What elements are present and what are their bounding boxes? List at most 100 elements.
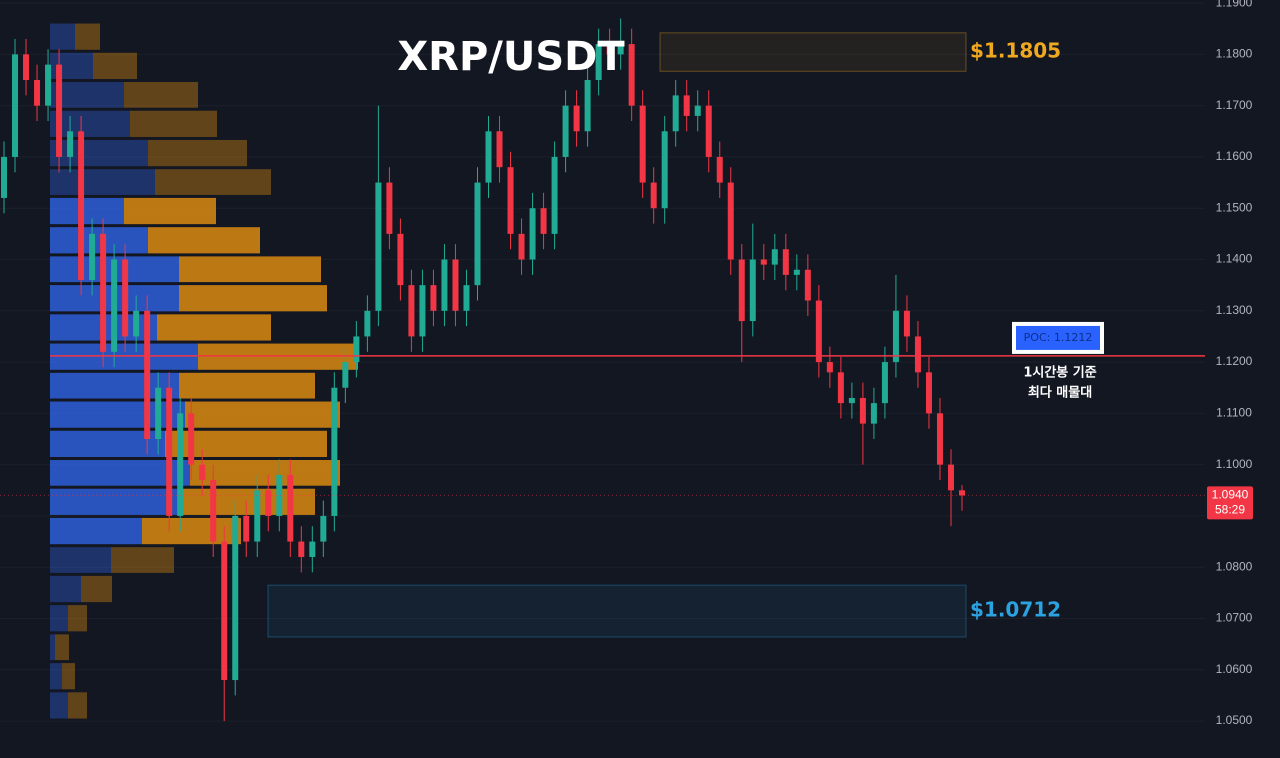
last-price-label: 1.0940 bbox=[1212, 488, 1249, 502]
profile-buy bbox=[50, 343, 198, 370]
candle-body bbox=[34, 80, 41, 106]
profile-buy bbox=[50, 139, 148, 167]
candle-body bbox=[496, 131, 503, 168]
profile-buy bbox=[50, 692, 68, 719]
candle-body bbox=[188, 413, 195, 465]
candle-body bbox=[716, 156, 723, 183]
profile-buy bbox=[50, 23, 75, 50]
candle-body bbox=[540, 208, 547, 234]
y-tick-label: 1.0600 bbox=[1216, 662, 1253, 676]
candle-body bbox=[210, 480, 217, 542]
candle-body bbox=[320, 515, 327, 542]
candle-body bbox=[45, 64, 52, 106]
candle-body bbox=[959, 490, 965, 496]
profile-buy bbox=[50, 663, 62, 690]
candle-body bbox=[67, 131, 74, 157]
profile-buy bbox=[50, 169, 155, 195]
y-tick-label: 1.1200 bbox=[1216, 354, 1253, 368]
candle-body bbox=[760, 259, 767, 265]
candle-body bbox=[56, 64, 63, 157]
candle-body bbox=[573, 105, 580, 132]
profile-sell bbox=[81, 575, 112, 603]
profile-sell bbox=[111, 547, 174, 573]
profile-buy bbox=[50, 575, 81, 603]
candle-body bbox=[617, 44, 624, 55]
poc-note: 최다 매물대 bbox=[1028, 384, 1092, 400]
candle-body bbox=[78, 131, 85, 281]
y-tick-label: 1.1000 bbox=[1216, 457, 1253, 471]
candle-body bbox=[870, 403, 877, 424]
poc-label: POC: 1.1212 bbox=[1024, 331, 1093, 344]
candle-body bbox=[166, 387, 173, 516]
y-tick-label: 1.0500 bbox=[1216, 713, 1253, 727]
candle-body bbox=[199, 464, 206, 481]
zone-label: $1.0712 bbox=[970, 598, 1061, 622]
profile-sell bbox=[148, 139, 247, 167]
poc-note: 1시간봉 기준 bbox=[1023, 364, 1096, 380]
candle-body bbox=[133, 310, 140, 337]
profile-sell bbox=[179, 372, 315, 399]
y-tick-label: 1.1100 bbox=[1216, 406, 1252, 420]
candle-body bbox=[749, 259, 756, 322]
profile-buy bbox=[50, 488, 179, 515]
profile-sell bbox=[179, 285, 327, 312]
candle-body bbox=[12, 54, 19, 157]
candle-body bbox=[639, 105, 646, 183]
candle-body bbox=[947, 464, 954, 491]
profile-sell bbox=[124, 197, 216, 225]
candle-body bbox=[232, 515, 239, 681]
candle-body bbox=[298, 541, 305, 557]
zone-label: $1.1805 bbox=[970, 39, 1061, 63]
profile-sell bbox=[130, 110, 217, 137]
profile-buy bbox=[50, 517, 142, 545]
candle-body bbox=[353, 336, 360, 363]
candle-body bbox=[859, 397, 866, 424]
price-zone bbox=[267, 584, 967, 638]
candle-body bbox=[584, 80, 591, 132]
candle-body bbox=[474, 182, 481, 286]
candle-body bbox=[683, 95, 690, 116]
profile-sell bbox=[68, 692, 87, 719]
profile-sell bbox=[142, 517, 241, 545]
candle-body bbox=[375, 182, 382, 311]
candle-body bbox=[441, 259, 448, 311]
candle-body bbox=[485, 131, 492, 183]
y-tick-label: 1.0700 bbox=[1216, 611, 1253, 625]
y-tick-label: 1.1500 bbox=[1216, 200, 1253, 214]
candle-body bbox=[265, 490, 272, 516]
candle-body bbox=[595, 44, 602, 81]
candle-body bbox=[628, 44, 635, 106]
candle-body bbox=[1, 156, 7, 198]
candle-body bbox=[793, 269, 800, 275]
y-tick-label: 1.1300 bbox=[1216, 303, 1253, 317]
profile-sell bbox=[75, 23, 100, 50]
profile-buy bbox=[50, 401, 185, 428]
profile-buy bbox=[50, 197, 124, 225]
y-tick-label: 1.0800 bbox=[1216, 559, 1253, 573]
candle-body bbox=[826, 362, 833, 373]
profile-sell bbox=[55, 634, 69, 661]
profile-buy bbox=[50, 82, 124, 108]
candle-body bbox=[144, 310, 151, 440]
candle-body bbox=[23, 54, 30, 81]
price-zone bbox=[659, 32, 967, 72]
poc-box bbox=[1016, 325, 1100, 350]
profile-buy bbox=[50, 110, 130, 137]
profile-sell bbox=[155, 169, 271, 195]
candle-body bbox=[694, 105, 701, 116]
profile-buy bbox=[50, 547, 111, 573]
profile-sell bbox=[185, 401, 340, 428]
candle-body bbox=[837, 372, 844, 404]
candle-body bbox=[463, 285, 470, 311]
candle-body bbox=[364, 310, 371, 337]
candle-body bbox=[89, 233, 96, 281]
candle-body bbox=[100, 233, 107, 352]
candle-body bbox=[243, 515, 250, 542]
candle-body bbox=[848, 397, 855, 404]
profile-buy bbox=[50, 605, 68, 632]
candle-body bbox=[672, 95, 679, 132]
candle-body bbox=[221, 541, 228, 681]
candle-body bbox=[606, 44, 613, 55]
candle-body bbox=[738, 259, 745, 322]
candle-body bbox=[914, 336, 921, 373]
